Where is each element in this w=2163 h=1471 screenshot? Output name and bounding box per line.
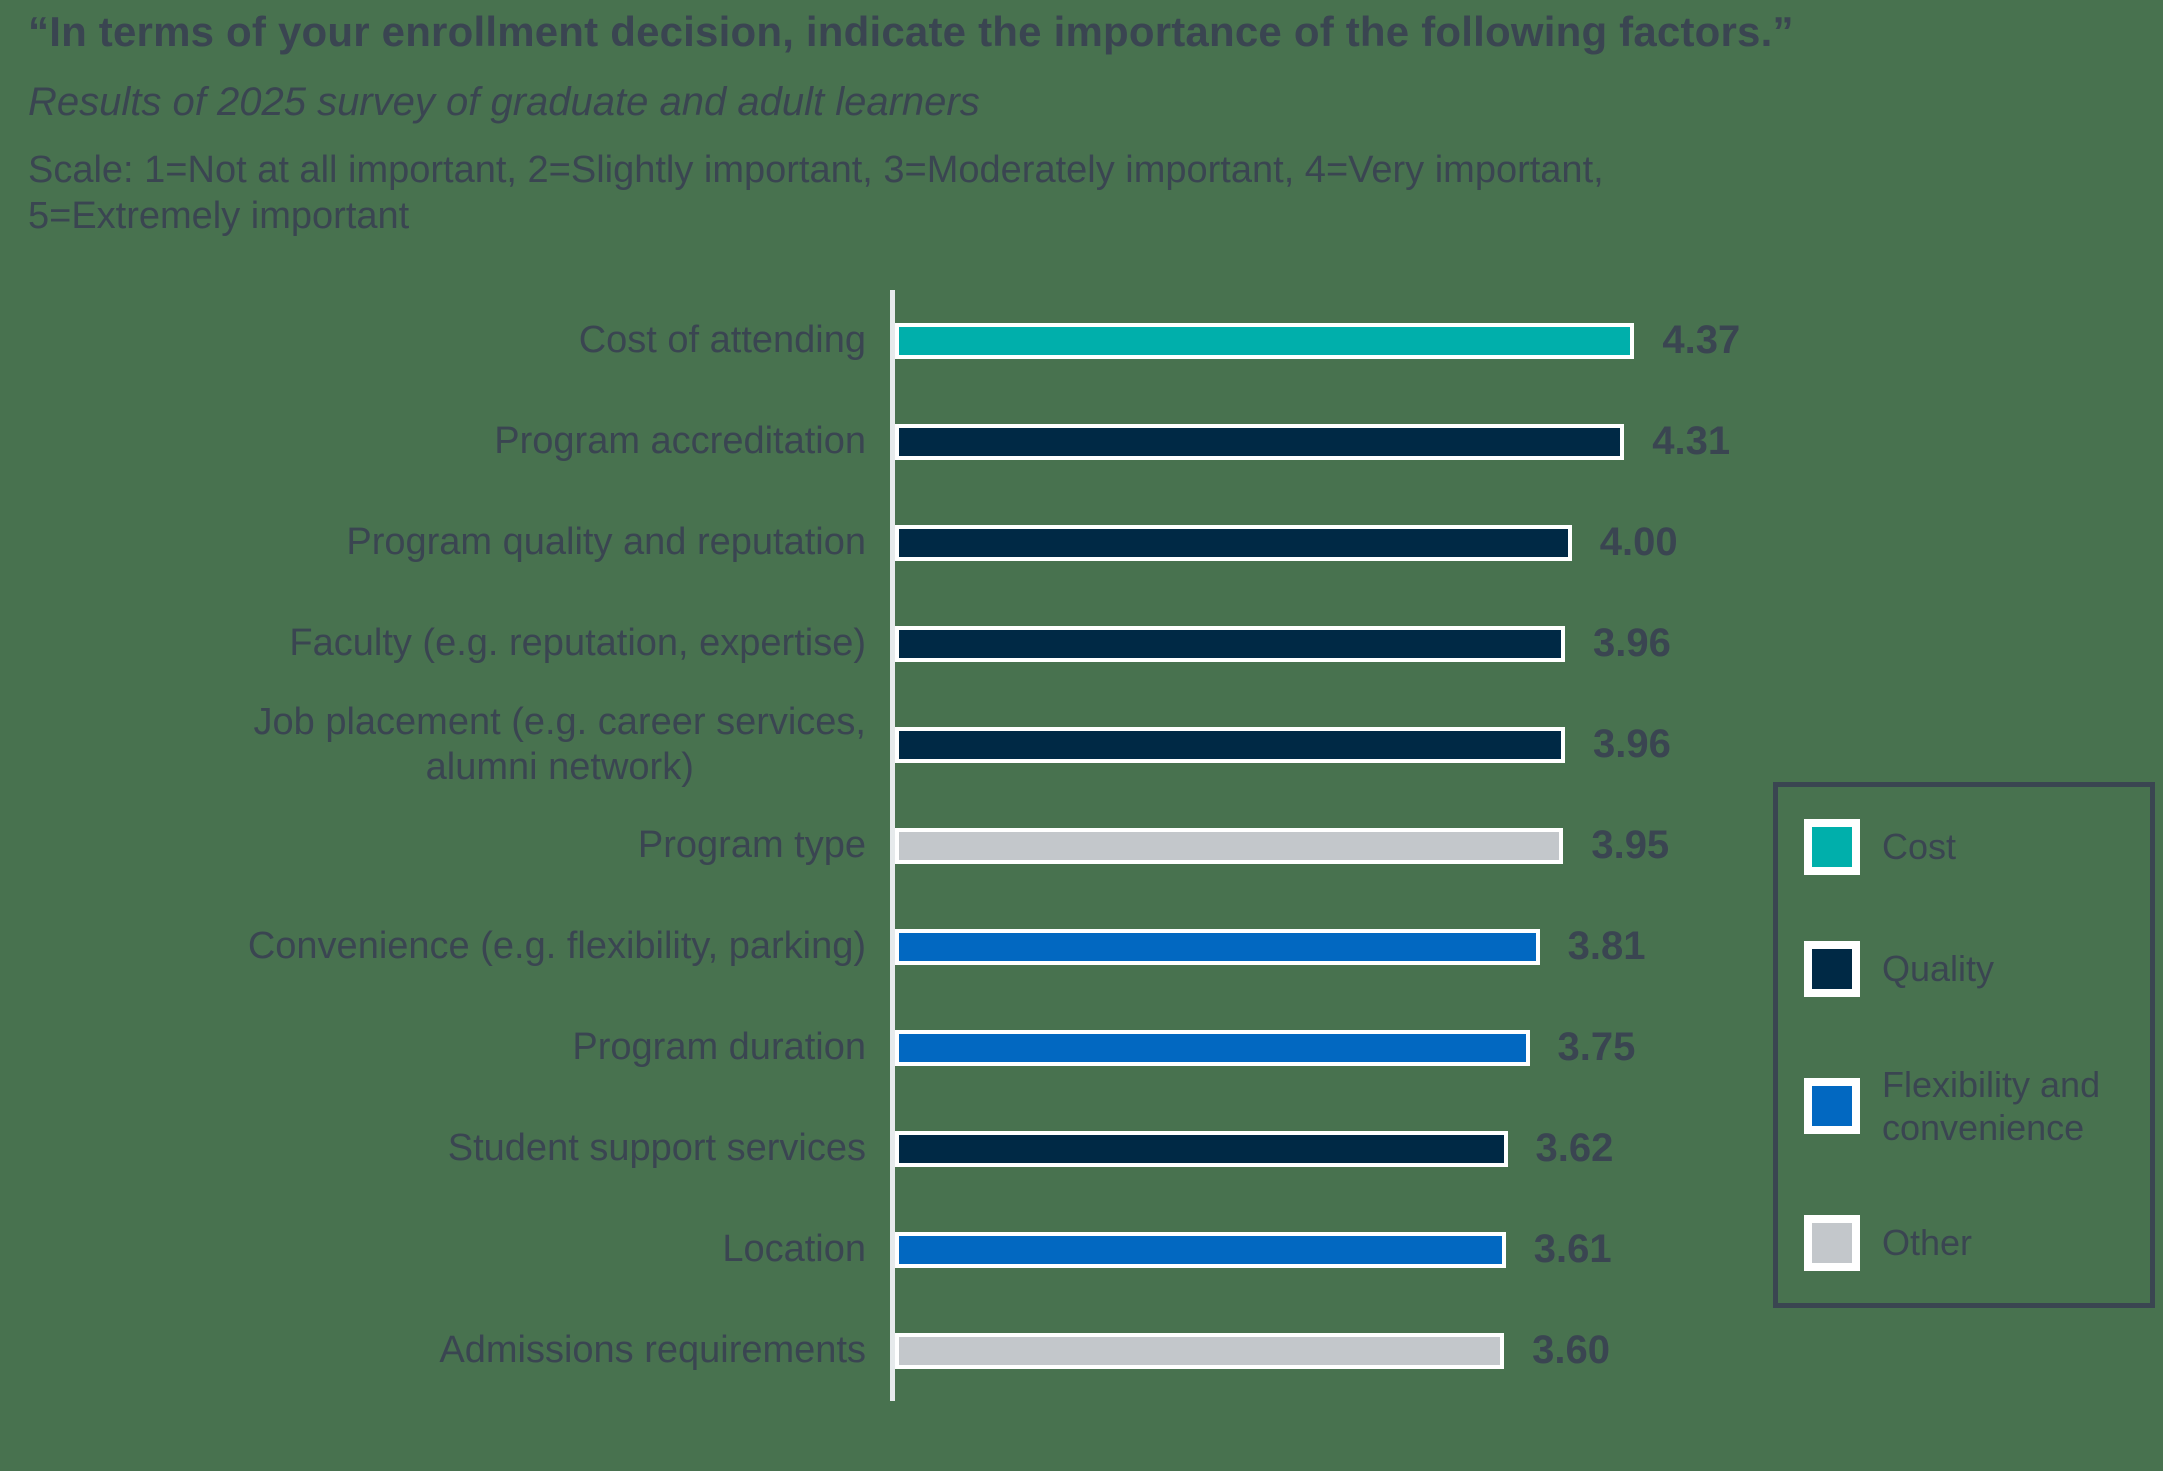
legend-swatch-quality [1804,940,1860,997]
chart-row: Program quality and reputation 4.00 [0,492,1760,593]
category-label-cell: Job placement (e.g. career services, alu… [0,700,890,790]
legend-label: Cost [1882,826,1957,868]
category-label: Program accreditation [494,420,866,463]
chart-title: “In terms of your enrollment decision, i… [28,8,1794,55]
category-label-cell: Program type [0,823,890,868]
value-label: 3.61 [1533,1227,1612,1271]
chart-row: Student support services 3.62 [0,1098,1760,1199]
category-label: Program quality and reputation [346,521,866,564]
bar-quality [895,1130,1508,1167]
plot-area: 4.31 [890,391,1760,492]
legend-swatch-cost [1804,819,1860,875]
value-label: 3.62 [1535,1126,1614,1170]
category-label-cell: Faculty (e.g. reputation, expertise) [0,621,890,666]
plot-area: 4.00 [890,492,1760,593]
value-label: 3.60 [1532,1328,1610,1372]
plot-area: 3.96 [890,694,1760,795]
category-label-cell: Program accreditation [0,419,890,464]
legend-swatch-flexibility [1804,1077,1860,1134]
chart-row: Location 3.61 [0,1199,1760,1300]
category-label-cell: Convenience (e.g. flexibility, parking) [0,924,890,969]
value-label: 3.95 [1591,823,1670,867]
chart-row: Cost of attending 4.37 [0,290,1760,391]
bar-cost [895,322,1635,359]
legend-box: Cost Quality Flexibility and convenience Ot… [1773,782,2155,1308]
plot-area: 3.81 [890,896,1760,997]
legend-label: Other [1882,1222,1973,1264]
bar-other [895,1332,1505,1369]
chart-row: Convenience (e.g. flexibility, parking) 3… [0,896,1760,997]
legend-item-flexibility: Flexibility and convenience [1804,1063,2124,1149]
legend-item-cost: Cost [1804,819,2124,875]
legend-label: Quality [1882,948,1995,990]
category-label: Program duration [572,1026,866,1069]
value-label: 3.96 [1593,722,1671,766]
bar-quality [895,726,1566,763]
category-label: Location [722,1228,866,1271]
chart-rows: Cost of attending 4.37 Program accreditati… [0,290,1760,1401]
plot-area: 3.95 [890,795,1760,896]
value-label: 3.81 [1567,924,1646,968]
chart-row: Program accreditation 4.31 [0,391,1760,492]
legend-swatch-other [1804,1215,1860,1271]
category-label: Program type [637,824,866,867]
category-label: Admissions requirements [439,1329,866,1372]
category-label: Faculty (e.g. reputation, expertise) [289,622,866,665]
bar-quality [895,524,1572,561]
value-label: 4.00 [1599,520,1678,564]
category-label: Cost of attending [578,319,866,362]
category-label-cell: Student support services [0,1126,890,1171]
legend-item-quality: Quality [1804,940,2124,997]
plot-area: 3.60 [890,1300,1760,1401]
category-label-cell: Program duration [0,1025,890,1070]
chart-row: Faculty (e.g. reputation, expertise) 3.96 [0,593,1760,694]
value-label: 4.37 [1662,318,1741,362]
legend-label: Flexibility and convenience [1882,1063,2101,1148]
plot-area: 3.75 [890,997,1760,1098]
plot-area: 3.61 [890,1199,1760,1300]
plot-area: 3.62 [890,1098,1760,1199]
category-label: Convenience (e.g. flexibility, parking) [247,925,866,968]
category-label: Student support services [447,1127,866,1170]
legend-item-other: Other [1804,1215,2124,1271]
chart-row: Program duration 3.75 [0,997,1760,1098]
bar-flexibility [895,1231,1506,1268]
value-label: 4.31 [1652,419,1731,463]
bar-flexibility [895,928,1540,965]
plot-area: 4.37 [890,290,1760,391]
bar-quality [895,625,1566,662]
bar-quality [895,423,1625,460]
value-label: 3.96 [1593,621,1671,665]
chart-row: Program type 3.95 [0,795,1760,896]
value-label: 3.75 [1557,1025,1636,1069]
category-label-cell: Cost of attending [0,318,890,363]
category-label-cell: Program quality and reputation [0,520,890,565]
category-label-cell: Admissions requirements [0,1328,890,1373]
chart-row: Job placement (e.g. career services, alu… [0,694,1760,795]
chart-row: Admissions requirements 3.60 [0,1300,1760,1401]
bar-chart: Cost of attending 4.37 Program accreditati… [0,290,1760,1401]
category-label: Job placement (e.g. career services, alu… [253,700,867,788]
bar-flexibility [895,1029,1530,1066]
chart-subtitle: Results of 2025 survey of graduate and a… [28,80,980,124]
scale-note: Scale: 1=Not at all important, 2=Slightl… [28,149,1604,238]
bar-other [895,827,1564,864]
chart-header: “In terms of your enrollment decision, i… [28,8,1828,240]
category-label-cell: Location [0,1227,890,1272]
plot-area: 3.96 [890,593,1760,694]
